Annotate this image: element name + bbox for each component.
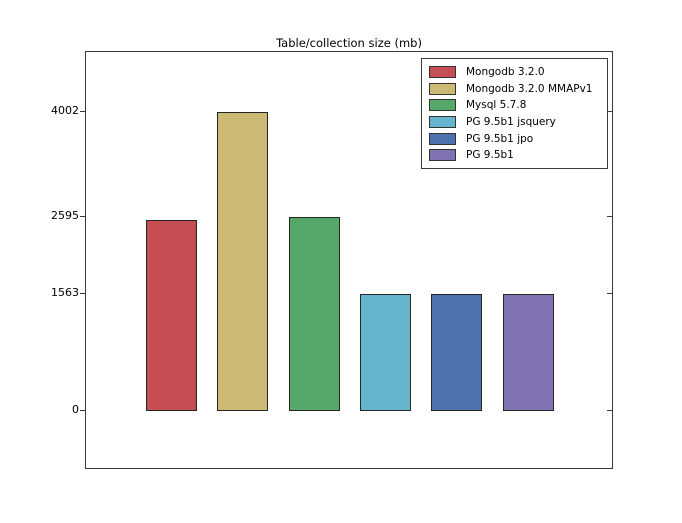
legend-label: Mongodb 3.2.0 xyxy=(466,66,545,79)
legend-label: PG 9.5b1 jsquery xyxy=(466,116,556,129)
y-tick-label: 2595 xyxy=(51,209,79,223)
legend-swatch-icon xyxy=(429,132,456,145)
legend-item-mongodb-3-2-0: Mongodb 3.2.0 xyxy=(429,64,603,81)
bar-mongodb-3-2-0 xyxy=(146,220,197,411)
bar-pg-9-5b1-jsquery xyxy=(359,294,411,411)
legend-swatch-icon xyxy=(429,82,456,95)
y-tick-mark-right xyxy=(607,293,612,295)
y-tick-mark-left xyxy=(80,110,85,112)
legend-item-pg-9-5b1-jpo: PG 9.5b1 jpo xyxy=(429,130,603,147)
y-tick-mark-left xyxy=(80,293,85,295)
legend-swatch-icon xyxy=(429,99,456,112)
bar-mongodb-3-2-0-mmapv1 xyxy=(217,111,269,411)
legend-item-mysql-5-7-8: Mysql 5.7.8 xyxy=(429,97,603,114)
y-tick-mark-left xyxy=(80,216,85,218)
y-tick-mark-right xyxy=(607,409,612,411)
legend-swatch-icon xyxy=(429,116,456,129)
y-tick-label: 1563 xyxy=(51,286,79,300)
bar-mysql-5-7-8 xyxy=(288,217,340,411)
legend: Mongodb 3.2.0 Mongodb 3.2.0 MMAPv1 Mysql 5… xyxy=(421,58,608,169)
bar-pg-9-5b1 xyxy=(502,294,554,411)
legend-label: Mongodb 3.2.0 MMAPv1 xyxy=(466,82,593,95)
legend-item-pg-9-5b1-jsquery: PG 9.5b1 jsquery xyxy=(429,114,603,131)
legend-label: Mysql 5.7.8 xyxy=(466,99,527,112)
y-tick-mark-right xyxy=(607,110,612,112)
legend-label: PG 9.5b1 jpo xyxy=(466,132,534,145)
y-tick-mark-right xyxy=(607,216,612,218)
legend-label: PG 9.5b1 xyxy=(466,149,514,162)
y-tick-label: 4002 xyxy=(51,103,79,117)
y-tick-mark-left xyxy=(80,409,85,411)
legend-swatch-icon xyxy=(429,149,456,162)
legend-item-pg-9-5b1: PG 9.5b1 xyxy=(429,147,603,164)
chart-title: Table/collection size (mb) xyxy=(276,36,422,50)
bar-pg-9-5b1-jpo xyxy=(431,294,483,411)
legend-swatch-icon xyxy=(429,66,456,79)
legend-item-mongodb-3-2-0-mmapv1: Mongodb 3.2.0 MMAPv1 xyxy=(429,81,603,98)
y-tick-label: 0 xyxy=(72,402,79,416)
